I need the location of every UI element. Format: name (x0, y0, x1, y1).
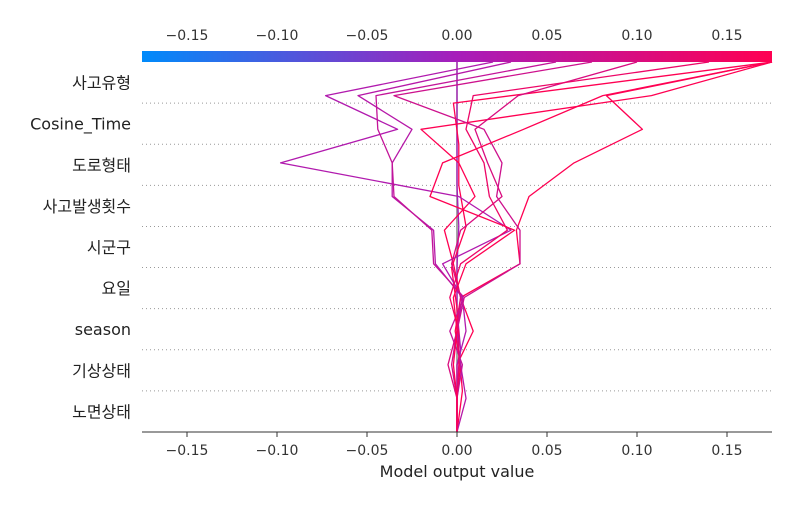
top-tick-label: 0.10 (621, 28, 652, 44)
bottom-tick-labels: −0.15 −0.10 −0.05 0.00 0.05 0.10 0.15 (166, 432, 743, 459)
decision-path-2 (454, 61, 773, 432)
bottom-tick-label: 0.15 (711, 443, 742, 459)
top-tick-label: −0.10 (256, 28, 299, 44)
colorbar (142, 51, 772, 62)
feature-label: 도로형태 (72, 156, 131, 175)
decision-paths (279, 61, 773, 433)
decision-path-9 (449, 61, 710, 432)
top-tick-label: −0.15 (166, 28, 209, 44)
feature-label: 요일 (102, 279, 131, 298)
feature-label: 시군구 (87, 238, 131, 257)
decision-path-4 (279, 61, 512, 432)
top-tick-label: 0.15 (711, 28, 742, 44)
top-tick-labels: −0.15 −0.10 −0.05 0.00 0.05 0.10 0.15 (166, 28, 743, 44)
decision-path-7 (393, 61, 593, 432)
top-tick-label: 0.05 (531, 28, 562, 44)
decision-path-3 (420, 61, 773, 432)
feature-label: 사고발생횟수 (43, 197, 131, 216)
feature-label: 사고유형 (72, 74, 131, 93)
bottom-tick-label: −0.10 (256, 443, 299, 459)
bottom-tick-label: −0.15 (166, 443, 209, 459)
bottom-tick-label: 0.00 (441, 443, 472, 459)
feature-label: 노면상태 (72, 402, 131, 421)
feature-label: 기상상태 (72, 361, 131, 380)
bottom-tick-label: −0.05 (346, 443, 389, 459)
decision-path-8 (447, 61, 638, 432)
decision-path-10 (429, 61, 773, 432)
decision-path-5 (357, 61, 512, 433)
x-axis-label: Model output value (380, 462, 535, 481)
bottom-tick-label: 0.10 (621, 443, 652, 459)
feature-label: Cosine_Time (30, 115, 131, 135)
bottom-tick-label: 0.05 (531, 443, 562, 459)
feature-label: season (75, 320, 131, 339)
top-tick-label: 0.00 (441, 28, 472, 44)
decision-path-6 (375, 61, 557, 432)
top-tick-label: −0.05 (346, 28, 389, 44)
feature-gridlines (142, 102, 772, 392)
